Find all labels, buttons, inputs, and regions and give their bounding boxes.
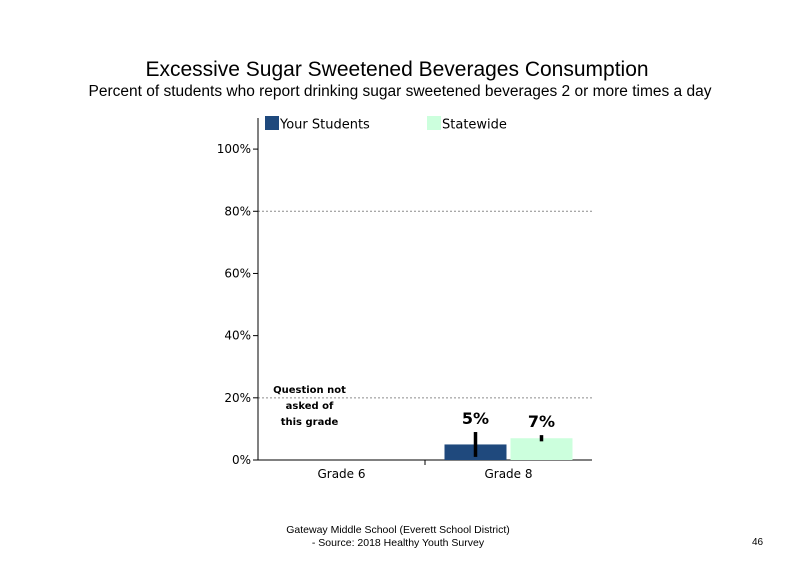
x-tick-label: Grade 8 [484, 467, 532, 481]
y-tick-label: 60% [224, 266, 251, 280]
y-tick-label: 0% [232, 453, 251, 467]
legend-swatch [427, 116, 441, 130]
legend-swatch [265, 116, 279, 130]
chart-subtitle: Percent of students who report drinking … [88, 83, 712, 100]
y-tick-label: 100% [217, 142, 251, 156]
y-tick-label: 20% [224, 391, 251, 405]
footer-source: Gateway Middle School (Everett School Di… [250, 524, 546, 550]
chart-title: Excessive Sugar Sweetened Beverages Cons… [145, 58, 649, 81]
annotation-text: Question not [273, 385, 346, 396]
x-tick-label: Grade 6 [317, 467, 365, 481]
annotation-text: asked of [286, 401, 334, 412]
annotation-text: this grade [281, 417, 339, 428]
page-number: 46 [752, 537, 764, 548]
legend-label: Your Students [279, 118, 370, 133]
legend-label: Statewide [442, 118, 507, 133]
footer-school: Gateway Middle School (Everett School Di… [286, 524, 510, 536]
y-tick-label: 80% [224, 204, 251, 218]
footer-source-line: - Source: 2018 Healthy Youth Survey [311, 537, 485, 549]
data-label: 5% [462, 409, 489, 428]
data-label: 7% [528, 412, 555, 431]
bar-statewide [510, 438, 573, 460]
y-tick-label: 40% [224, 329, 251, 343]
